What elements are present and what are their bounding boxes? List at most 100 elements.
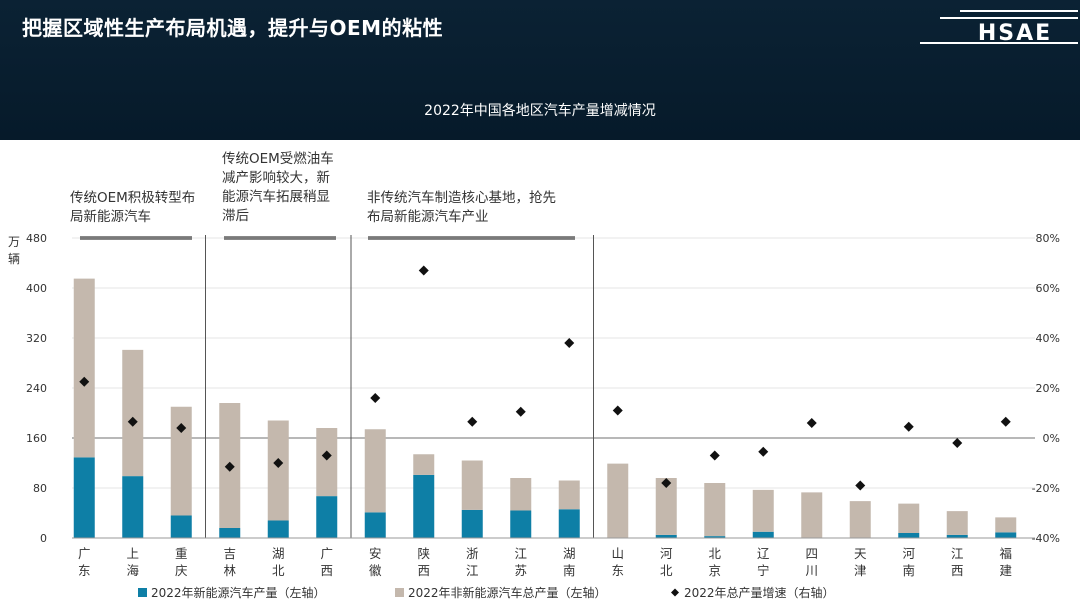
category-label-char: 吉 xyxy=(223,546,236,561)
category-label-char: 南 xyxy=(902,563,915,578)
category-label-char: 河 xyxy=(902,546,915,561)
category-label-char: 广 xyxy=(78,546,91,561)
growth-point-辽宁 xyxy=(758,446,769,457)
category-label-char: 南 xyxy=(563,563,576,578)
category-label-char: 西 xyxy=(951,563,964,578)
y-tick-label: 160 xyxy=(26,432,47,445)
bar-nev-福建 xyxy=(995,532,1017,538)
legend-swatch-nev xyxy=(138,588,147,597)
category-label-char: 北 xyxy=(272,563,285,578)
y2-tick-label: 20% xyxy=(1036,382,1060,395)
header-band: 把握区域性生产布局机遇，提升与OEM的粘性 HSAE 2022年中国各地区汽车产… xyxy=(0,0,1080,140)
bar-non-nev-福建 xyxy=(995,517,1017,533)
category-label-char: 东 xyxy=(611,563,624,578)
legend-label-growth: 2022年总产量增速（右轴） xyxy=(684,585,835,600)
category-label-char: 安 xyxy=(369,546,382,561)
category-label-char: 陕 xyxy=(417,546,430,561)
growth-point-天津 xyxy=(855,480,866,491)
growth-point-浙江 xyxy=(467,416,478,427)
bar-nev-江西 xyxy=(946,534,968,538)
category-label-char: 北 xyxy=(708,546,721,561)
group-annotation-line: 局新能源汽车 xyxy=(70,208,151,225)
growth-point-湖南 xyxy=(564,338,575,348)
category-label-char: 江 xyxy=(951,546,964,561)
category-label-char: 湖 xyxy=(563,546,576,561)
group-annotation-line: 传统OEM积极转型布 xyxy=(70,190,195,206)
y-tick-label: 0 xyxy=(40,532,47,545)
group-annotation-line: 滞后 xyxy=(222,208,249,224)
group-annotation-line: 布局新能源汽车产业 xyxy=(367,208,489,225)
category-label-char: 天 xyxy=(854,546,867,561)
legend-label-nev: 2022年新能源汽车产量（左轴） xyxy=(151,585,326,600)
category-label-char: 广 xyxy=(320,546,333,561)
y2-tick-label: 40% xyxy=(1036,332,1060,345)
bar-non-nev-北京 xyxy=(704,483,726,537)
category-label-char: 宁 xyxy=(757,563,770,578)
bar-nev-河南 xyxy=(898,533,920,538)
bar-non-nev-河南 xyxy=(898,503,920,533)
bar-nev-江苏 xyxy=(510,510,532,538)
growth-point-湖北 xyxy=(273,458,284,468)
category-label-char: 苏 xyxy=(514,563,527,578)
legend-label-non-nev: 2022年非新能源汽车总产量（左轴） xyxy=(408,585,607,600)
bar-nev-辽宁 xyxy=(752,531,774,538)
y-tick-label: 480 xyxy=(26,232,47,245)
bars xyxy=(73,278,1017,538)
category-label-char: 西 xyxy=(320,563,333,578)
bar-non-nev-辽宁 xyxy=(752,489,774,532)
category-label-char: 川 xyxy=(805,563,818,578)
bar-non-nev-浙江 xyxy=(461,460,483,510)
category-label-char: 江 xyxy=(466,563,479,578)
bar-non-nev-湖南 xyxy=(558,480,580,510)
category-label-char: 东 xyxy=(78,563,91,578)
y2-tick-label: 0% xyxy=(1043,432,1060,445)
category-label-char: 四 xyxy=(805,546,818,561)
bar-non-nev-山东 xyxy=(607,463,629,538)
bar-nev-湖北 xyxy=(267,520,289,538)
bar-nev-河北 xyxy=(655,534,677,538)
gridlines xyxy=(72,235,1035,539)
growth-point-安徽 xyxy=(370,393,381,403)
growth-point-山东 xyxy=(612,405,623,416)
category-label-char: 京 xyxy=(708,563,721,578)
bar-non-nev-广东 xyxy=(73,278,95,458)
bar-nev-北京 xyxy=(704,536,726,538)
group-annotation-line: 减产影响较大，新 xyxy=(222,170,330,186)
growth-point-上海 xyxy=(127,416,138,427)
growth-point-广东 xyxy=(79,376,90,387)
category-label-char: 林 xyxy=(223,563,236,578)
axes: 0 80 160 240 320 400 480 -40% -20% 0% 20% 40% 60% 80%… xyxy=(8,232,1060,578)
bar-non-nev-四川 xyxy=(801,492,823,538)
category-label-char: 北 xyxy=(660,563,673,578)
bar-nev-湖南 xyxy=(558,509,580,538)
category-label-char: 西 xyxy=(417,563,430,578)
y2-tick-label: -20% xyxy=(1032,482,1060,495)
category-label-char: 建 xyxy=(999,563,1012,578)
category-label-char: 湖 xyxy=(272,546,285,561)
bar-non-nev-江苏 xyxy=(510,478,532,511)
legend-marker-growth xyxy=(671,588,679,597)
category-label-char: 海 xyxy=(126,563,139,578)
bar-non-nev-安徽 xyxy=(364,429,386,513)
growth-point-河北 xyxy=(661,478,672,488)
bar-non-nev-广西 xyxy=(316,428,338,497)
category-label-char: 庆 xyxy=(175,563,188,578)
category-label-char: 山 xyxy=(611,546,624,561)
category-label-char: 上 xyxy=(126,546,139,561)
y-tick-label: 400 xyxy=(26,282,47,295)
category-label-char: 福 xyxy=(999,546,1012,561)
bar-non-nev-上海 xyxy=(122,349,144,477)
y-axis-label-char: 辆 xyxy=(8,252,20,266)
bar-non-nev-重庆 xyxy=(170,406,192,516)
category-label-char: 浙 xyxy=(466,546,479,561)
bar-nev-重庆 xyxy=(170,515,192,538)
bar-non-nev-天津 xyxy=(849,501,871,538)
y-axis-label-char: 万 xyxy=(8,235,20,249)
growth-point-江苏 xyxy=(515,406,526,417)
growth-point-江西 xyxy=(952,438,963,448)
bar-nev-上海 xyxy=(122,476,144,538)
bar-nev-广西 xyxy=(316,496,338,538)
growth-point-陕西 xyxy=(418,265,429,276)
y-tick-label: 80 xyxy=(33,482,47,495)
